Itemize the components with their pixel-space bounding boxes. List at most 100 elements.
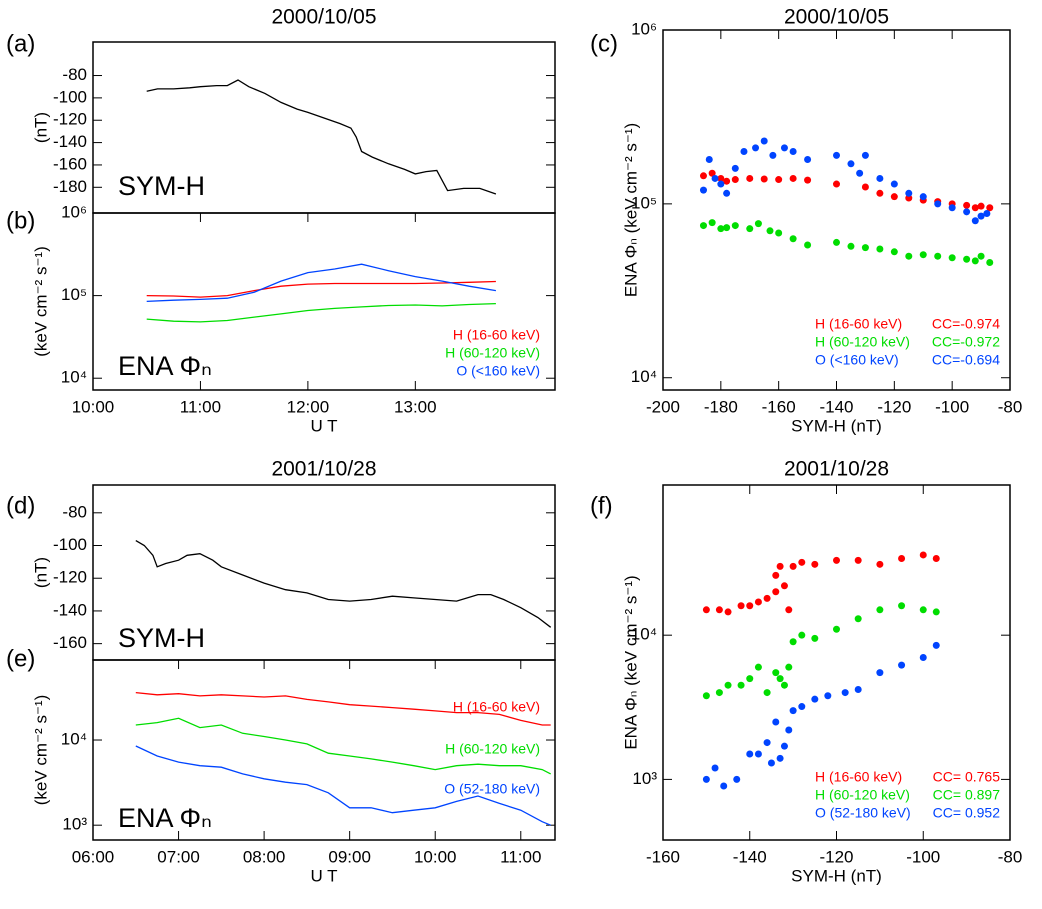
data-point	[702, 692, 710, 700]
data-point	[919, 193, 927, 201]
data-point	[780, 144, 788, 152]
data-point	[890, 248, 898, 256]
y-tick-label: -100	[53, 535, 87, 554]
x-tick-label: -140	[733, 847, 767, 866]
y-tick-label: 10³	[632, 769, 657, 788]
data-point	[772, 669, 780, 677]
data-point	[754, 750, 762, 758]
data-point	[890, 193, 898, 201]
data-point	[854, 686, 862, 694]
chart-title: 2000/10/05	[784, 6, 889, 29]
data-point	[717, 174, 725, 182]
legend-label: O (52-180 keV)	[444, 781, 540, 797]
data-point	[699, 172, 707, 180]
data-point	[986, 258, 994, 266]
y-tick-label: -80	[62, 65, 87, 84]
data-point	[876, 189, 884, 197]
chart-title: 2000/10/05	[271, 6, 376, 29]
data-line	[135, 717, 551, 775]
x-tick-label: 08:00	[243, 847, 286, 866]
data-point	[746, 750, 754, 758]
cc-label: CC= 0.765	[933, 769, 1001, 785]
data-point	[861, 151, 869, 159]
data-point	[876, 669, 884, 677]
legend-label: H (60-120 keV)	[445, 345, 540, 361]
legend-label: H (60-120 keV)	[815, 334, 910, 350]
data-point	[905, 189, 913, 197]
x-tick-label: -200	[646, 397, 680, 416]
x-tick-label: -120	[877, 397, 911, 416]
data-point	[746, 675, 754, 683]
data-point	[715, 689, 723, 697]
legend-label: O (<160 keV)	[456, 363, 540, 379]
x-tick-label: -140	[819, 397, 853, 416]
data-point	[876, 245, 884, 253]
data-point	[854, 615, 862, 623]
data-point	[948, 204, 956, 212]
y-tick-label: -120	[53, 568, 87, 587]
data-line	[146, 280, 496, 298]
data-point	[963, 255, 971, 263]
data-point	[772, 571, 780, 579]
x-axis-label: U T	[310, 866, 337, 885]
data-point	[986, 204, 994, 212]
data-point	[847, 160, 855, 168]
data-point	[760, 137, 768, 145]
data-point	[898, 555, 906, 563]
annotation: SYM-H	[118, 623, 205, 653]
data-point	[760, 175, 768, 183]
data-point	[856, 169, 864, 177]
data-point	[763, 739, 771, 747]
data-point	[723, 177, 731, 185]
data-point	[720, 782, 728, 790]
data-point	[717, 180, 725, 188]
y-axis-label: (keV cm⁻² s⁻¹)	[31, 246, 50, 357]
data-point	[971, 217, 979, 225]
data-line	[135, 691, 551, 726]
panel-label: (b)	[6, 207, 35, 234]
data-point	[919, 654, 927, 662]
cc-label: CC=-0.974	[932, 316, 1000, 332]
data-point	[977, 212, 985, 220]
data-point	[789, 235, 797, 243]
y-tick-label: 10⁵	[61, 285, 87, 304]
data-point	[861, 244, 869, 252]
data-point	[772, 718, 780, 726]
legend-label: O (<160 keV)	[815, 352, 899, 368]
y-axis-label: (keV cm⁻² s⁻¹)	[31, 695, 50, 806]
data-point	[723, 224, 731, 232]
y-tick-label: 10⁴	[61, 368, 87, 387]
data-line	[135, 745, 551, 826]
panel-label: (a)	[6, 30, 35, 57]
y-tick-label: 10⁶	[631, 19, 657, 38]
cc-label: CC=-0.694	[932, 352, 1000, 368]
data-point	[798, 558, 806, 566]
data-point	[804, 241, 812, 249]
x-axis-label: U T	[310, 416, 337, 435]
x-tick-label: -120	[819, 847, 853, 866]
chart-title: 2001/10/28	[784, 458, 889, 481]
data-point	[932, 641, 940, 649]
data-point	[833, 556, 840, 564]
y-tick-label: -180	[53, 177, 87, 196]
data-point	[776, 754, 784, 762]
y-tick-label: -160	[53, 154, 87, 173]
data-point	[833, 180, 840, 188]
cc-label: CC=-0.972	[932, 334, 1000, 350]
data-point	[737, 602, 745, 610]
y-axis-label: (nT)	[31, 557, 50, 588]
data-point	[898, 602, 906, 610]
x-tick-label: -100	[935, 397, 969, 416]
data-point	[854, 556, 862, 564]
y-tick-label: 10⁴	[631, 367, 657, 386]
legend-label: H (16-60 keV)	[453, 699, 540, 715]
data-point	[717, 225, 725, 233]
data-point	[789, 148, 797, 156]
data-point	[705, 155, 713, 163]
data-point	[699, 222, 707, 230]
x-tick-label: 07:00	[157, 847, 200, 866]
data-point	[740, 148, 748, 156]
data-point	[963, 208, 971, 216]
data-point	[731, 176, 739, 184]
data-point	[804, 176, 812, 184]
